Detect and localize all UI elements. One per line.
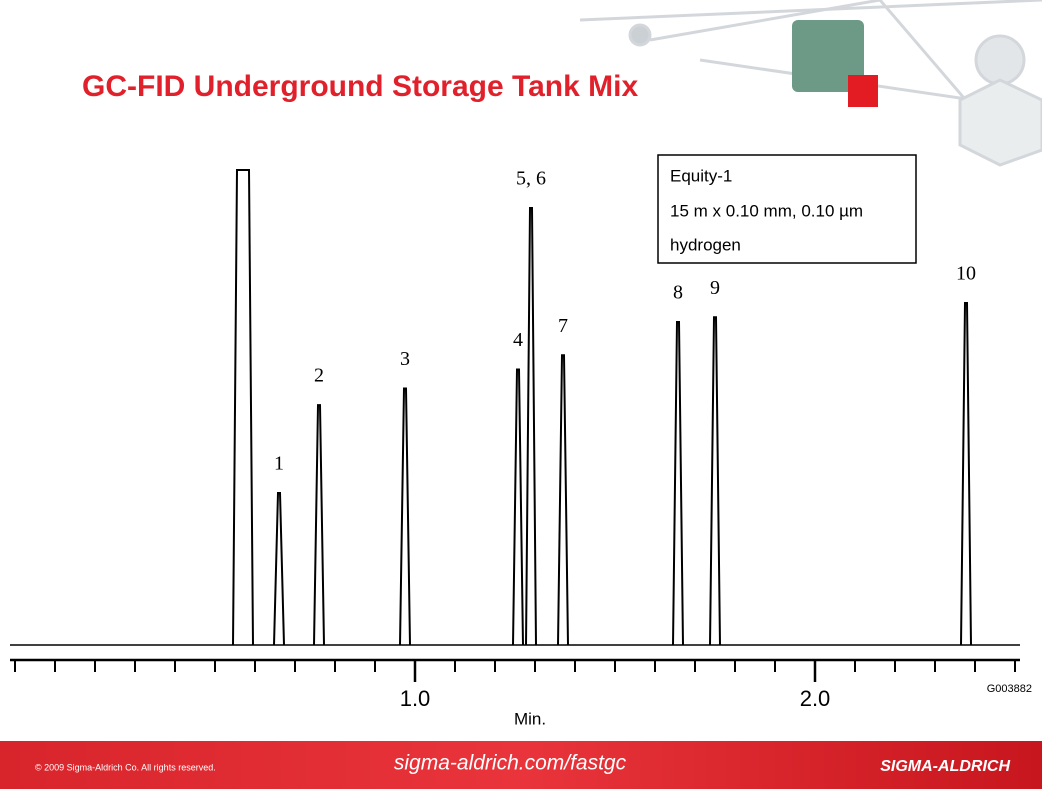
peak <box>313 404 325 646</box>
decor-tile <box>792 20 864 92</box>
peak-label: 10 <box>956 263 976 285</box>
slide-title: GC-FID Underground Storage Tank Mix <box>82 70 638 103</box>
decoration <box>579 0 1042 167</box>
peak-label: 4 <box>513 329 523 351</box>
peak <box>557 354 569 646</box>
peak <box>273 492 285 646</box>
decor-tile <box>848 75 878 107</box>
figure-code: G003882 <box>987 683 1032 695</box>
info-box <box>657 154 917 264</box>
footer-url: sigma-aldrich.com/fastgc <box>394 752 627 775</box>
x-tick-label: 2.0 <box>800 686 831 711</box>
peak <box>709 316 721 646</box>
copyright: © 2009 Sigma-Aldrich Co. All rights rese… <box>35 762 216 772</box>
peak <box>672 321 684 646</box>
x-tick-label: 1.0 <box>400 686 431 711</box>
info-line: 15 m x 0.10 mm, 0.10 µm <box>670 201 863 220</box>
peak-label: 3 <box>400 348 410 370</box>
info-line: Equity-1 <box>670 166 732 185</box>
plot: 1.0 2.0 1 2 3 4 5, 6 7 8 9 10 <box>10 168 1020 711</box>
info-line: hydrogen <box>670 235 741 254</box>
peak-label: 1 <box>274 453 284 475</box>
peak <box>232 169 254 646</box>
peak <box>960 302 972 646</box>
peak-label: 7 <box>558 315 568 337</box>
brand: SIGMA-ALDRICH <box>880 758 1010 775</box>
peak <box>512 368 524 646</box>
peak-label: 8 <box>673 282 683 304</box>
footer-bar <box>0 741 1042 789</box>
x-axis-title: Min. <box>514 709 546 728</box>
peak-label: 5, 6 <box>516 168 546 190</box>
peak <box>399 387 411 646</box>
peak-label: 9 <box>710 277 720 299</box>
peak-label: 2 <box>314 365 324 387</box>
peak <box>525 207 537 646</box>
